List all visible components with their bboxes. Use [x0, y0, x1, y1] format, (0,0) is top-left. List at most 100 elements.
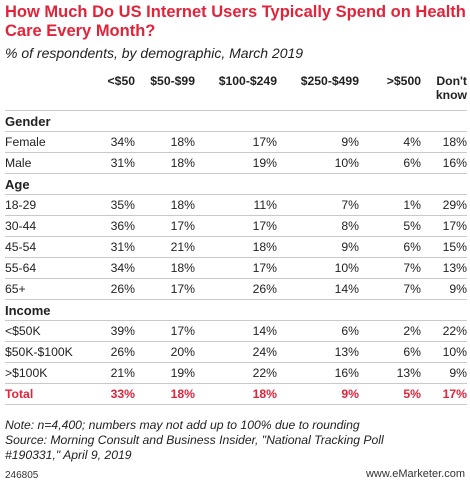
- cell-value: 13%: [359, 362, 421, 384]
- cell-value: 24%: [195, 341, 277, 363]
- cell-value: 19%: [135, 362, 195, 384]
- cell-value: 9%: [277, 383, 359, 405]
- cell-value: 33%: [97, 383, 135, 405]
- section-heading: Age: [5, 173, 467, 195]
- row-label: >$100K: [5, 362, 97, 384]
- cell-value: 18%: [135, 383, 195, 405]
- cell-value: 6%: [359, 341, 421, 363]
- table-row: Male 31% 18% 19% 10% 6% 16%: [5, 152, 467, 174]
- table-row: <$50K 39% 17% 14% 6% 2% 22%: [5, 320, 467, 342]
- table-row: 30-44 36% 17% 17% 8% 5% 17%: [5, 215, 467, 237]
- column-header: >$500: [359, 72, 421, 111]
- cell-value: 18%: [135, 152, 195, 174]
- column-header: $250-$499: [277, 72, 359, 111]
- cell-value: 31%: [97, 152, 135, 174]
- column-header: Don't know: [421, 72, 467, 111]
- row-label: Total: [5, 383, 97, 405]
- section-heading: Income: [5, 299, 467, 321]
- column-header-label: [5, 72, 97, 111]
- section-row: Age: [5, 173, 467, 195]
- row-label: 55-64: [5, 257, 97, 279]
- table-row: 55-64 34% 18% 17% 10% 7% 13%: [5, 257, 467, 279]
- cell-value: 18%: [195, 236, 277, 258]
- cell-value: 5%: [359, 215, 421, 237]
- cell-value: 19%: [195, 152, 277, 174]
- table-row: 18-29 35% 18% 11% 7% 1% 29%: [5, 194, 467, 216]
- cell-value: 14%: [195, 320, 277, 342]
- cell-value: 16%: [421, 152, 467, 174]
- cell-value: 17%: [135, 320, 195, 342]
- cell-value: 17%: [421, 215, 467, 237]
- cell-value: 26%: [195, 278, 277, 300]
- column-header: $50-$99: [135, 72, 195, 111]
- cell-value: 11%: [195, 194, 277, 216]
- row-label: 30-44: [5, 215, 97, 237]
- cell-value: 18%: [421, 131, 467, 153]
- cell-value: 6%: [359, 152, 421, 174]
- cell-value: 34%: [97, 257, 135, 279]
- brand-link[interactable]: www.eMarketer.com: [365, 468, 465, 480]
- table-row: >$100K 21% 19% 22% 16% 13% 9%: [5, 362, 467, 384]
- section-row: Income: [5, 299, 467, 321]
- source-line: #190331," April 9, 2019: [5, 448, 132, 462]
- cell-value: 18%: [195, 383, 277, 405]
- chart-title: How Much Do US Internet Users Typically …: [5, 3, 466, 40]
- cell-value: 8%: [277, 215, 359, 237]
- cell-value: 2%: [359, 320, 421, 342]
- cell-value: 18%: [135, 131, 195, 153]
- cell-value: 7%: [359, 278, 421, 300]
- section-heading: Gender: [5, 110, 467, 132]
- source-line: Source: Morning Consult and Business Ins…: [5, 433, 384, 447]
- cell-value: 26%: [97, 278, 135, 300]
- cell-value: 1%: [359, 194, 421, 216]
- cell-value: 18%: [135, 257, 195, 279]
- cell-value: 6%: [277, 320, 359, 342]
- cell-value: 21%: [97, 362, 135, 384]
- cell-value: 29%: [421, 194, 467, 216]
- cell-value: 35%: [97, 194, 135, 216]
- cell-value: 26%: [97, 341, 135, 363]
- cell-value: 7%: [359, 257, 421, 279]
- table-row: 65+ 26% 17% 26% 14% 7% 9%: [5, 278, 467, 300]
- cell-value: 10%: [421, 341, 467, 363]
- cell-value: 13%: [277, 341, 359, 363]
- table-row: $50K-$100K 26% 20% 24% 13% 6% 10%: [5, 341, 467, 363]
- cell-value: 10%: [277, 257, 359, 279]
- cell-value: 13%: [421, 257, 467, 279]
- cell-value: 5%: [359, 383, 421, 405]
- row-label: 45-54: [5, 236, 97, 258]
- cell-value: 39%: [97, 320, 135, 342]
- cell-value: 18%: [135, 194, 195, 216]
- cell-value: 15%: [421, 236, 467, 258]
- cell-value: 9%: [421, 362, 467, 384]
- table-body: Gender Female 34% 18% 17% 9% 4% 18% Male 31% 18% 19…: [5, 110, 467, 405]
- table-row: Female 34% 18% 17% 9% 4% 18%: [5, 131, 467, 153]
- note-line: Note: n=4,400; numbers may not add up to…: [5, 418, 360, 432]
- cell-value: 6%: [359, 236, 421, 258]
- section-row: Gender: [5, 110, 467, 132]
- row-label: <$50K: [5, 320, 97, 342]
- cell-value: 17%: [195, 131, 277, 153]
- cell-value: 17%: [135, 215, 195, 237]
- cell-value: 21%: [135, 236, 195, 258]
- cell-value: 20%: [135, 341, 195, 363]
- cell-value: 4%: [359, 131, 421, 153]
- cell-value: 17%: [135, 278, 195, 300]
- data-table: <$50 $50-$99 $100-$249 $250-$499 >$500 D…: [5, 72, 467, 405]
- header-row: <$50 $50-$99 $100-$249 $250-$499 >$500 D…: [5, 72, 467, 111]
- cell-value: 17%: [421, 383, 467, 405]
- chart-subtitle: % of respondents, by demographic, March …: [5, 45, 304, 61]
- cell-value: 9%: [421, 278, 467, 300]
- cell-value: 17%: [195, 257, 277, 279]
- cell-value: 22%: [195, 362, 277, 384]
- cell-value: 7%: [277, 194, 359, 216]
- cell-value: 34%: [97, 131, 135, 153]
- chart-id: 246805: [5, 470, 39, 481]
- cell-value: 22%: [421, 320, 467, 342]
- row-label: $50K-$100K: [5, 341, 97, 363]
- row-label: Female: [5, 131, 97, 153]
- row-label: 65+: [5, 278, 97, 300]
- source-note: Note: n=4,400; numbers may not add up to…: [5, 418, 467, 463]
- cell-value: 9%: [277, 131, 359, 153]
- cell-value: 36%: [97, 215, 135, 237]
